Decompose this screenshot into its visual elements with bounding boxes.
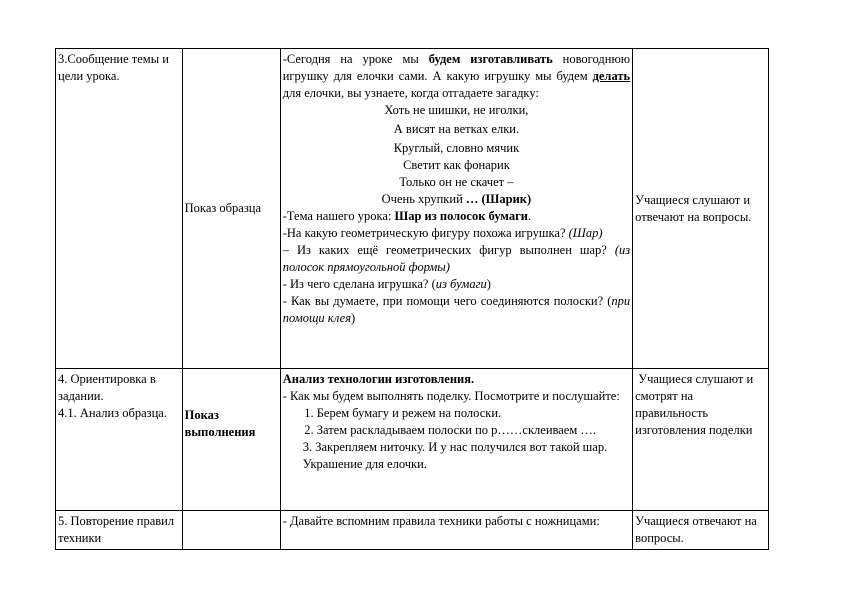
riddle-line: Только он не скачет – — [399, 175, 514, 189]
question: - Из чего сделана игрушка? (из бумаги) — [283, 276, 630, 293]
text-underlined: делать — [592, 69, 631, 83]
answer: из бумаги — [435, 277, 487, 291]
answer: при помощи клея — [282, 294, 631, 325]
table-row: 3.Сообщение темы и цели урока. Показ обр… — [55, 48, 769, 369]
intro-text: - Как мы будем выполнять поделку. Посмот… — [282, 389, 620, 403]
method-cell: Показ образца — [181, 48, 281, 369]
steps-list: Берем бумагу и режем на полоски. Затем р… — [283, 405, 630, 439]
topic-title: Шар из полосок бумаги — [394, 209, 528, 223]
topic: -Тема нашего урока: Шар из полосок бумаг… — [283, 208, 630, 225]
table-row: 5. Повторение правил техники - Давайте в… — [55, 510, 769, 550]
teacher-cell: - Давайте вспомним правила техники работ… — [279, 510, 634, 550]
stage-cell: 3.Сообщение темы и цели урока. — [55, 48, 183, 369]
teacher-cell: -Сегодня на уроке мы будем изготавливать… — [279, 48, 634, 369]
riddle-line: Хоть не шишки, не иголки, — [384, 103, 529, 117]
lesson-plan-table: 3.Сообщение темы и цели урока. Показ обр… — [55, 48, 769, 550]
text-bold: будем изготавливать — [428, 52, 553, 66]
intro-paragraph: -Сегодня на уроке мы будем изготавливать… — [283, 51, 630, 102]
stage-cell: 4. Ориентировка в задании. 4.1. Анализ о… — [55, 368, 183, 511]
question: – Из каких ещё геометрических фигур выпо… — [283, 242, 630, 276]
teacher-cell: Анализ технологии изготовления. - Как мы… — [279, 368, 634, 511]
step-item: Затем раскладываем полоски по р……склеива… — [317, 422, 630, 439]
riddle-line: Круглый, словно мячик — [393, 141, 520, 155]
riddle-answer: … (Шарик) — [465, 192, 532, 206]
students-cell: Учащиеся отвечают на вопросы. — [632, 510, 769, 550]
text: - Из чего сделана игрушка? ( — [282, 277, 436, 291]
method-cell — [181, 510, 281, 550]
text: . — [527, 209, 532, 223]
riddle-line: Очень хрупкий … (Шарик) — [283, 191, 630, 208]
method-cell: Показ выполнения — [181, 368, 281, 511]
text: -Сегодня на уроке мы — [282, 52, 429, 66]
text: новогоднюю игрушку для елочки сами. А ка… — [282, 52, 631, 83]
riddle-line: А висят на ветках елки. — [393, 122, 520, 136]
stage-cell: 5. Повторение правил техники — [55, 510, 183, 550]
text: Очень хрупкий — [381, 192, 466, 206]
table-row: 4. Ориентировка в задании. 4.1. Анализ о… — [55, 368, 769, 511]
students-cell: Учащиеся слушают и смотрят на правильнос… — [632, 368, 769, 511]
text: ) — [351, 311, 356, 325]
step-item: 3. Закрепляем ниточку. И у нас получился… — [302, 440, 608, 471]
step-item: Берем бумагу и режем на полоски. — [317, 405, 630, 422]
text: для елочки, вы узнаете, когда отгадаете … — [282, 86, 539, 100]
text: - Как вы думаете, при помощи чего соедин… — [282, 294, 612, 308]
section-heading: Анализ технологии изготовления. — [282, 372, 475, 386]
text: ) — [486, 277, 491, 291]
question: - Как вы думаете, при помощи чего соедин… — [283, 293, 630, 327]
text: -На какую геометрическую фигуру похожа и… — [282, 226, 569, 240]
answer: (Шар) — [568, 226, 603, 240]
text: -Тема нашего урока: — [282, 209, 395, 223]
text: – Из каких ещё геометрических фигур выпо… — [282, 243, 615, 257]
riddle-line: Светит как фонарик — [403, 158, 510, 172]
question: -На какую геометрическую фигуру похожа и… — [283, 225, 630, 242]
students-cell: Учащиеся слушают и отвечают на вопросы. — [632, 48, 769, 369]
answer: (из полосок прямоугольной формы) — [282, 243, 631, 274]
